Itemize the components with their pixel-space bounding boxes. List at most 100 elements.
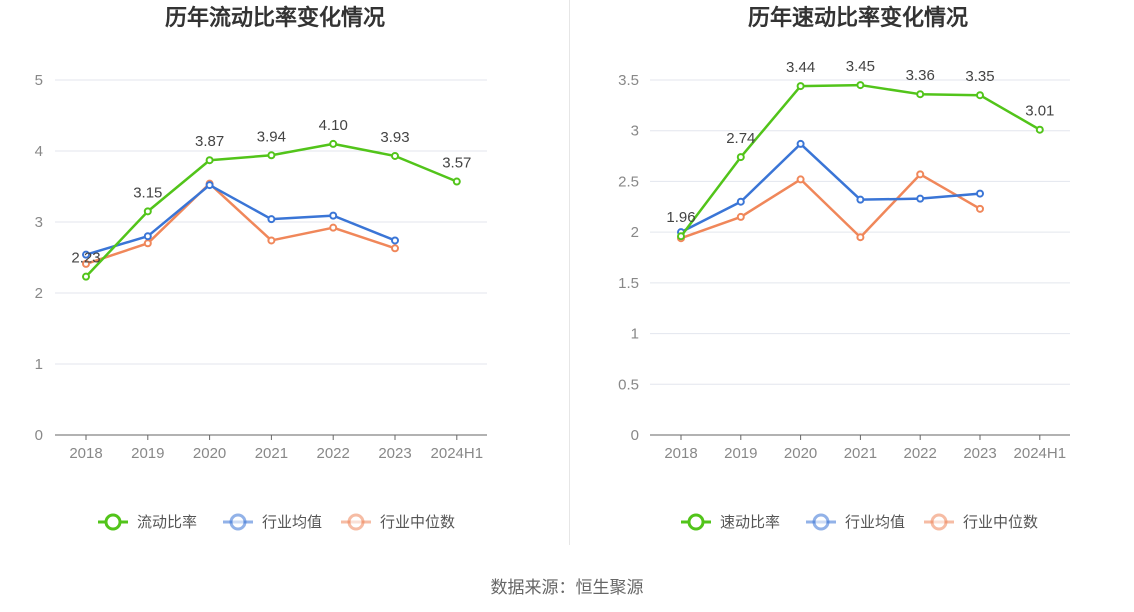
x-tick-label: 2023 (378, 445, 411, 462)
legend-item-ratio: 速动比率 (681, 513, 780, 531)
data-point (976, 91, 984, 100)
data-point (796, 82, 805, 91)
x-tick-label: 2018 (664, 445, 697, 462)
data-label: 3.57 (442, 155, 471, 172)
legend-label: 流动比率 (137, 514, 197, 531)
y-tick-label: 1 (631, 326, 639, 343)
data-label: 3.44 (786, 59, 815, 76)
data-label: 2.23 (71, 250, 100, 267)
data-label: 3.93 (380, 129, 409, 146)
data-point (329, 139, 338, 148)
legend-swatch-marker (347, 513, 365, 531)
legend-label: 行业中位数 (963, 514, 1038, 531)
data-label: 3.15 (133, 184, 162, 201)
data-point (1035, 125, 1044, 134)
y-tick-label: 3.5 (618, 72, 639, 89)
quick-ratio-chart-svg: 历年速动比率变化情况 0 0.5 1 1.5 2 2.5 3 3.5 2018 2019 2020 20… (618, 5, 1070, 531)
legend-item-industry-mean: 行业均值 (223, 513, 322, 531)
legend-label: 行业均值 (845, 514, 905, 531)
data-point (143, 239, 152, 248)
data-point (916, 170, 925, 179)
y-tick-label: 0 (35, 427, 43, 444)
legend-item-industry-mean: 行业均值 (806, 513, 905, 531)
y-tick-label: 3 (35, 214, 43, 231)
data-label: 4.10 (319, 117, 348, 134)
data-point (391, 236, 399, 245)
data-point (856, 233, 865, 242)
chart-title: 历年速动比率变化情况 (748, 5, 968, 30)
x-tick-label: 2024H1 (1014, 445, 1067, 462)
legend-label: 行业中位数 (380, 514, 455, 531)
data-point (267, 151, 276, 160)
x-tick-label: 2020 (193, 445, 226, 462)
x-tick-label: 2024H1 (431, 445, 484, 462)
data-label: 3.45 (846, 58, 875, 75)
x-tick-label: 2022 (317, 445, 350, 462)
legend-item-industry-median: 行业中位数 (924, 513, 1038, 531)
y-tick-label: 0.5 (618, 376, 639, 393)
legend-swatch-marker (687, 513, 705, 531)
chart-divider (569, 0, 570, 545)
y-tick-label: 2 (35, 285, 43, 302)
data-label: 3.94 (257, 128, 286, 145)
data-label: 1.96 (666, 209, 695, 226)
x-tick-label: 2019 (131, 445, 164, 462)
y-tick-label: 2 (631, 224, 639, 241)
series-line-1 (680, 142, 981, 234)
data-point (205, 181, 214, 190)
quick-ratio-chart: 历年速动比率变化情况 0 0.5 1 1.5 2 2.5 3 3.5 2018 2019 2020 20… (567, 0, 1134, 560)
y-tick-label: 1.5 (618, 275, 639, 292)
y-tick-label: 5 (35, 72, 43, 89)
data-point (143, 207, 152, 216)
x-tick-label: 2023 (963, 445, 996, 462)
data-point (205, 156, 214, 165)
data-point (856, 81, 865, 90)
data-label: 3.36 (906, 67, 935, 84)
y-tick-label: 3 (631, 123, 639, 140)
data-point (82, 250, 90, 259)
series-line-2 (680, 173, 981, 240)
current-ratio-chart-svg: 历年流动比率变化情况 0 1 2 3 4 5 2018 2019 2020 2021 2022 2023… (35, 5, 487, 531)
legend-swatch-marker (812, 513, 830, 531)
legend-label: 行业均值 (262, 514, 322, 531)
data-point (736, 212, 745, 221)
y-tick-label: 2.5 (618, 173, 639, 190)
series-line-0 (85, 142, 458, 278)
y-tick-label: 4 (35, 143, 43, 160)
chart-title: 历年流动比率变化情况 (165, 5, 385, 30)
legend-item-industry-median: 行业中位数 (341, 513, 455, 531)
y-tick-label: 1 (35, 356, 43, 373)
data-point (329, 223, 338, 232)
data-point (329, 211, 338, 220)
data-point (916, 90, 925, 99)
x-tick-label: 2020 (784, 445, 817, 462)
x-tick-label: 2022 (904, 445, 937, 462)
legend-item-ratio: 流动比率 (98, 513, 197, 531)
data-point (391, 151, 399, 160)
series-line-2 (85, 182, 396, 266)
x-tick-label: 2019 (724, 445, 757, 462)
data-point (736, 197, 745, 206)
series-line-1 (85, 183, 396, 256)
data-point (82, 259, 90, 268)
current-ratio-chart: 历年流动比率变化情况 0 1 2 3 4 5 2018 2019 2020 2021 2022 2023… (0, 0, 567, 560)
legend-swatch-marker (930, 513, 948, 531)
data-point (976, 189, 984, 198)
data-point (796, 139, 805, 148)
x-tick-label: 2021 (844, 445, 877, 462)
x-tick-label: 2018 (69, 445, 102, 462)
data-source-note: 数据来源：恒生聚源 (490, 578, 644, 597)
data-point (391, 244, 399, 253)
data-point (856, 195, 865, 204)
data-point (916, 194, 925, 203)
data-point (452, 177, 461, 186)
data-point (82, 272, 90, 281)
legend-swatch-marker (104, 513, 122, 531)
data-label: 2.74 (726, 130, 755, 147)
data-point (796, 175, 805, 184)
y-tick-label: 0 (631, 427, 639, 444)
data-point (143, 232, 152, 241)
data-point (267, 236, 276, 245)
x-tick-label: 2021 (255, 445, 288, 462)
series-line-0 (680, 83, 1041, 237)
